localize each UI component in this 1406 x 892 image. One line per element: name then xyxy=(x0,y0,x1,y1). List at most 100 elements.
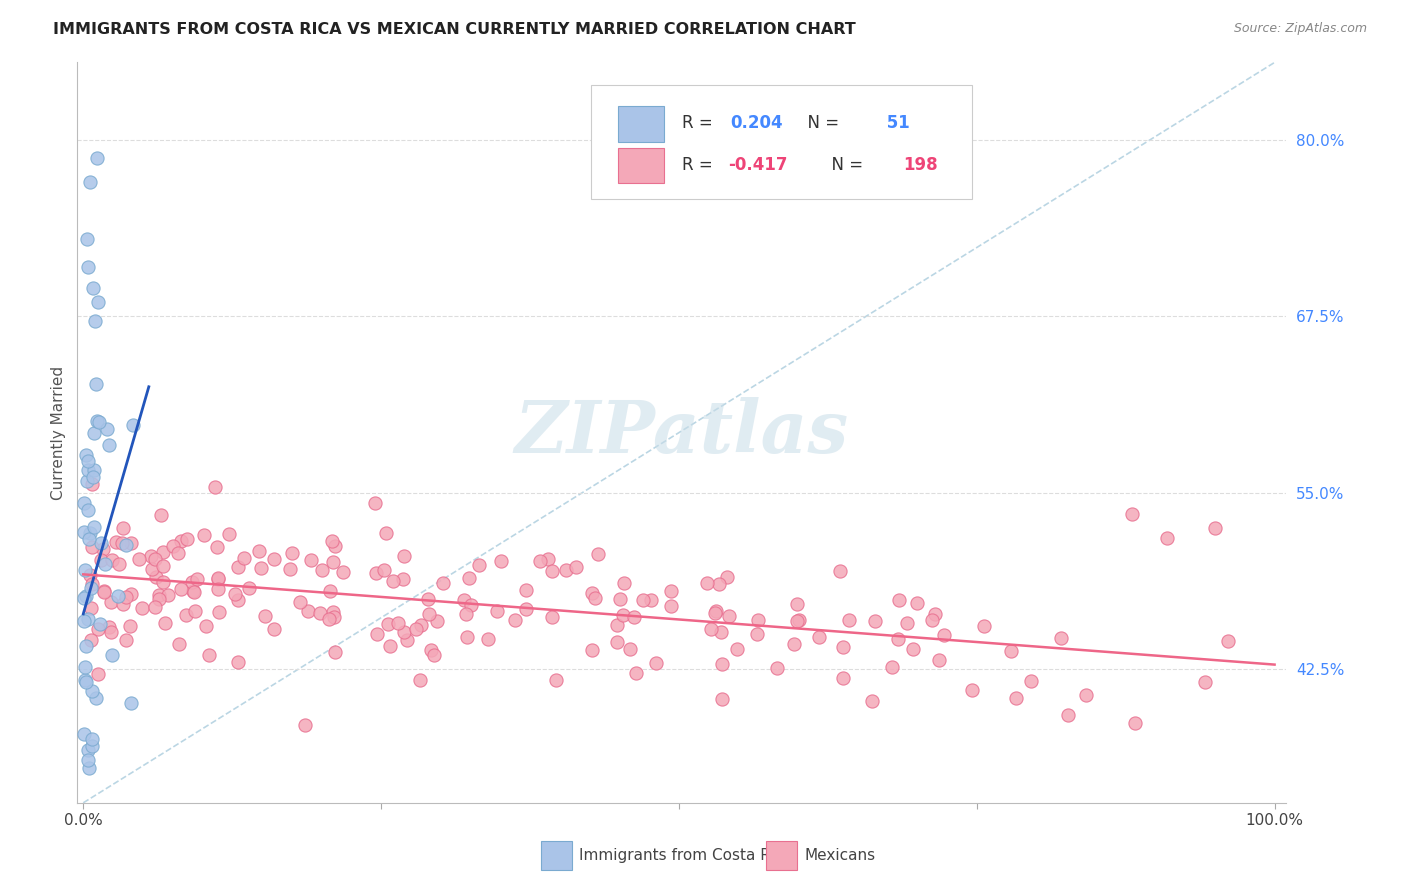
Point xyxy=(323,645,346,659)
Point xyxy=(170,533,193,548)
Point xyxy=(93,583,115,598)
Point xyxy=(932,628,955,642)
Point xyxy=(325,539,347,553)
Point xyxy=(321,533,343,548)
Point xyxy=(789,613,811,627)
Point xyxy=(783,637,806,651)
Point xyxy=(141,562,163,576)
Point xyxy=(458,571,481,585)
Point xyxy=(208,606,231,620)
Point xyxy=(786,615,808,629)
Point xyxy=(700,622,723,636)
Point xyxy=(153,615,176,630)
Point xyxy=(973,619,995,633)
Point xyxy=(322,555,344,569)
Point xyxy=(73,525,96,540)
Point xyxy=(80,601,103,615)
Point xyxy=(423,648,446,662)
Point xyxy=(432,576,454,591)
Text: IMMIGRANTS FROM COSTA RICA VS MEXICAN CURRENTLY MARRIED CORRELATION CHART: IMMIGRANTS FROM COSTA RICA VS MEXICAN CU… xyxy=(53,22,856,37)
Point xyxy=(612,608,634,623)
Point xyxy=(838,613,860,627)
Point xyxy=(87,666,110,681)
Point xyxy=(82,281,104,295)
Point xyxy=(896,616,918,631)
Point xyxy=(765,660,787,674)
Point xyxy=(583,591,606,606)
Point xyxy=(411,617,433,632)
FancyBboxPatch shape xyxy=(617,106,664,142)
Point xyxy=(115,633,138,648)
Point xyxy=(170,582,193,596)
Y-axis label: Currently Married: Currently Married xyxy=(51,366,66,500)
Point xyxy=(456,607,478,621)
Point xyxy=(207,582,229,596)
Point xyxy=(94,558,117,572)
Text: 0.204: 0.204 xyxy=(730,114,783,132)
Point xyxy=(152,575,174,590)
Point xyxy=(77,260,100,274)
Point xyxy=(515,582,537,597)
Point xyxy=(299,553,322,567)
Point xyxy=(1019,673,1042,688)
Point xyxy=(114,538,136,552)
Point xyxy=(281,546,304,560)
Point xyxy=(392,624,415,639)
Point xyxy=(80,732,103,747)
Point xyxy=(121,696,143,710)
Point xyxy=(711,692,734,706)
Point xyxy=(186,573,208,587)
Point xyxy=(308,606,330,620)
Point xyxy=(1076,688,1098,702)
Point xyxy=(426,614,449,628)
Point xyxy=(157,588,180,602)
Point xyxy=(623,609,645,624)
Point xyxy=(905,596,928,610)
Point xyxy=(205,540,228,554)
Point xyxy=(323,610,346,624)
Point xyxy=(707,577,730,591)
Point xyxy=(73,591,96,606)
Point xyxy=(1057,708,1080,723)
Point xyxy=(1050,631,1073,645)
Point xyxy=(80,739,103,753)
Point xyxy=(100,624,122,639)
Point xyxy=(297,605,319,619)
Point xyxy=(76,474,98,488)
Point xyxy=(77,760,100,774)
Point xyxy=(290,595,312,609)
Text: R =: R = xyxy=(682,155,718,174)
Point xyxy=(162,539,184,553)
Text: Mexicans: Mexicans xyxy=(804,848,876,863)
Point xyxy=(1123,716,1146,731)
Point xyxy=(80,576,103,591)
Text: -0.417: -0.417 xyxy=(728,155,787,174)
Point xyxy=(111,597,134,611)
Point xyxy=(503,613,526,627)
Text: 198: 198 xyxy=(903,155,938,174)
Point xyxy=(108,558,131,572)
Point xyxy=(581,643,603,657)
Point xyxy=(224,587,246,601)
Point xyxy=(84,376,107,391)
Point xyxy=(541,609,564,624)
Point xyxy=(1156,531,1178,545)
Point xyxy=(226,656,249,670)
Point xyxy=(704,606,727,620)
Point xyxy=(586,547,609,561)
Point xyxy=(745,627,768,641)
Point xyxy=(247,543,270,558)
Point xyxy=(409,673,432,688)
Point xyxy=(659,599,682,614)
Point xyxy=(606,618,628,632)
Point xyxy=(107,589,129,603)
Point xyxy=(555,563,578,577)
Point xyxy=(1000,644,1022,658)
Point xyxy=(86,152,108,166)
Text: N =: N = xyxy=(821,155,869,174)
Point xyxy=(420,643,443,657)
Point xyxy=(880,660,903,674)
Point xyxy=(747,614,769,628)
Point xyxy=(176,533,198,547)
Point xyxy=(100,595,122,609)
